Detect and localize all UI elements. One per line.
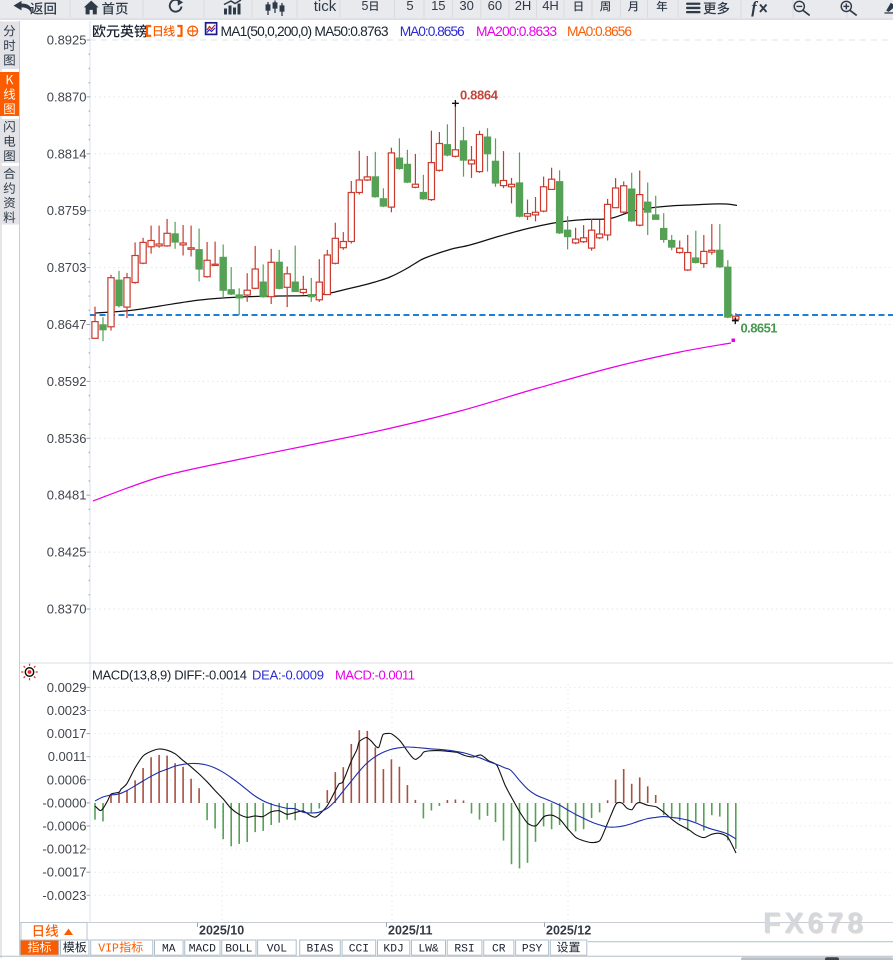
svg-text:0.8536: 0.8536 — [47, 431, 87, 446]
svg-text:0.0023: 0.0023 — [47, 703, 87, 718]
svg-text:MA1(50,0,200,0) MA50:0.8763: MA1(50,0,200,0) MA50:0.8763 — [221, 24, 389, 39]
svg-text:0.8864: 0.8864 — [460, 88, 499, 103]
svg-text:BOLL: BOLL — [225, 943, 252, 955]
svg-text:-0.0017: -0.0017 — [42, 865, 86, 880]
svg-text:0.8370: 0.8370 — [47, 602, 87, 617]
svg-text:0.0017: 0.0017 — [47, 726, 87, 741]
svg-text:f: f — [751, 0, 758, 17]
svg-text:0.0029: 0.0029 — [47, 680, 87, 695]
svg-text:MACD(13,8,9) DIFF:-0.0014: MACD(13,8,9) DIFF:-0.0014 — [92, 668, 247, 683]
svg-text:-0.0006: -0.0006 — [42, 819, 86, 834]
svg-text:2025/12: 2025/12 — [546, 924, 591, 938]
svg-text:CCI: CCI — [349, 943, 369, 955]
svg-text:0.8651: 0.8651 — [741, 321, 778, 336]
svg-text:2025/11: 2025/11 — [388, 924, 433, 938]
svg-text:LW&: LW& — [418, 943, 439, 955]
svg-text:MACD: MACD — [189, 943, 216, 955]
svg-text:30: 30 — [459, 0, 473, 13]
svg-text:2025/10: 2025/10 — [199, 924, 244, 938]
svg-text:2H: 2H — [515, 0, 532, 13]
svg-text:PSY: PSY — [522, 943, 543, 955]
svg-text:5: 5 — [406, 0, 413, 13]
svg-text:0.8814: 0.8814 — [47, 146, 87, 161]
svg-text:-0.0012: -0.0012 — [42, 842, 86, 857]
svg-text:MA200:0.8633: MA200:0.8633 — [476, 24, 557, 39]
svg-text:0.8703: 0.8703 — [47, 260, 87, 275]
svg-text:MA0:0.8656: MA0:0.8656 — [567, 24, 632, 39]
svg-text:0.0006: 0.0006 — [47, 772, 87, 787]
svg-text:4H: 4H — [542, 0, 559, 13]
svg-text:0.8425: 0.8425 — [47, 545, 87, 560]
svg-text:0.8759: 0.8759 — [47, 203, 87, 218]
svg-text:CR: CR — [492, 943, 506, 955]
svg-text:tick: tick — [314, 0, 337, 15]
svg-text:MACD:-0.0011: MACD:-0.0011 — [335, 668, 415, 683]
svg-text:VOL: VOL — [267, 943, 288, 955]
svg-text:0.8925: 0.8925 — [47, 33, 87, 48]
svg-text:0.8481: 0.8481 — [47, 488, 87, 503]
svg-text:KDJ: KDJ — [383, 943, 403, 955]
svg-text:-0.0000: -0.0000 — [42, 795, 86, 810]
svg-text:60: 60 — [488, 0, 502, 13]
svg-text:0.8592: 0.8592 — [47, 374, 87, 389]
svg-text:0.8647: 0.8647 — [47, 317, 87, 332]
svg-text:BIAS: BIAS — [306, 943, 333, 955]
svg-text:MA0:0.8656: MA0:0.8656 — [400, 24, 465, 39]
svg-text:FX678: FX678 — [764, 909, 864, 941]
svg-text:VIP: VIP — [98, 942, 119, 955]
svg-text:DEA:-0.0009: DEA:-0.0009 — [252, 668, 324, 683]
svg-text:0.0011: 0.0011 — [48, 749, 87, 764]
svg-text:5: 5 — [362, 0, 369, 13]
svg-text:MA: MA — [162, 943, 176, 955]
svg-text:0.8870: 0.8870 — [47, 89, 87, 104]
svg-text:15: 15 — [431, 0, 445, 13]
svg-text:RSI: RSI — [454, 943, 474, 955]
svg-text:-0.0023: -0.0023 — [42, 888, 86, 903]
svg-text:FX678: FX678 — [763, 908, 863, 940]
